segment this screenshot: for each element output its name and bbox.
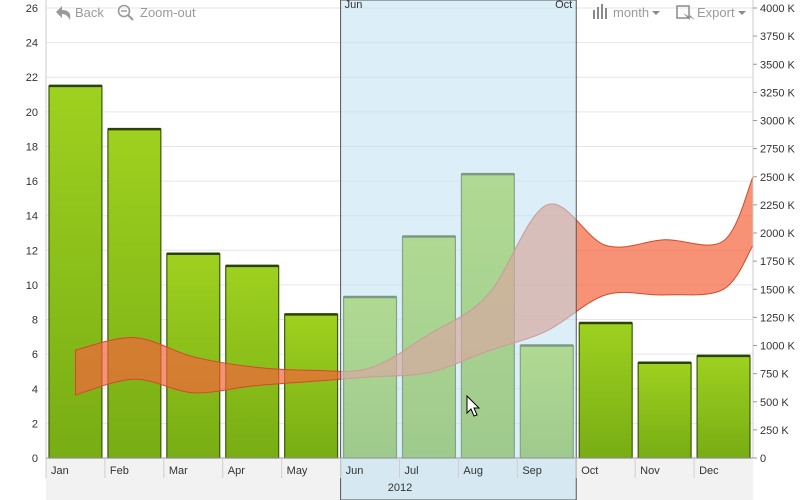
bar[interactable] xyxy=(284,313,339,459)
left-tick-label: 18 xyxy=(26,141,38,153)
export-chevron-down-icon xyxy=(738,11,746,15)
left-tick-label: 26 xyxy=(26,3,38,15)
area-range-fill[interactable] xyxy=(74,176,754,396)
zoom-out-button[interactable]: Zoom-out xyxy=(117,4,197,21)
left-tick-label: 0 xyxy=(32,453,38,465)
right-tick-label: 3250 K xyxy=(760,87,796,99)
year-label: 2012 xyxy=(388,482,412,494)
x-tick-label: Aug xyxy=(463,465,483,477)
back-arrow-icon xyxy=(56,6,71,20)
x-tick-label: Sep xyxy=(522,465,542,477)
right-tick-label: 2500 K xyxy=(760,172,796,184)
x-tick-label: Jan xyxy=(51,465,69,477)
zoom-out-icon xyxy=(117,4,134,21)
right-tick-label: 1750 K xyxy=(760,256,796,268)
left-tick-label: 16 xyxy=(26,176,38,188)
right-tick-label: 1500 K xyxy=(760,284,796,296)
x-tick-label: May xyxy=(287,465,308,477)
period-dropdown[interactable]: month xyxy=(593,4,660,20)
left-tick-label: 14 xyxy=(26,211,38,223)
x-axis: Jan Feb Mar Apr May Jun Jul Aug Sep Oct Nov Dec 2012 xyxy=(45,457,753,494)
left-tick-label: 8 xyxy=(32,315,38,327)
right-tick-label: 1000 K xyxy=(760,341,796,353)
export-dropdown[interactable]: Export xyxy=(676,5,746,20)
bar[interactable] xyxy=(48,85,103,459)
left-tick-label: 10 xyxy=(26,280,38,292)
x-tick-label: Jun xyxy=(346,465,364,477)
left-tick-label: 20 xyxy=(26,107,38,119)
right-tick-label: 500 K xyxy=(760,397,789,409)
right-tick-label: 2000 K xyxy=(760,228,796,240)
left-tick-label: 4 xyxy=(32,384,38,396)
mouse-cursor-icon xyxy=(466,394,481,417)
right-tick-label: 3500 K xyxy=(760,59,796,71)
bar[interactable] xyxy=(696,355,751,459)
left-tick-label: 24 xyxy=(26,38,38,50)
right-tick-label: 4000 K xyxy=(760,3,796,15)
export-icon xyxy=(676,5,695,20)
zoom-selection[interactable]: Jun Oct xyxy=(340,0,577,500)
right-tick-label: 3000 K xyxy=(760,116,796,128)
left-tick-label: 22 xyxy=(26,72,38,84)
bar[interactable] xyxy=(578,322,633,459)
x-tick-label: Nov xyxy=(640,465,660,477)
right-tick-label: 2750 K xyxy=(760,144,796,156)
bar[interactable] xyxy=(107,128,162,459)
back-label: Back xyxy=(75,5,104,20)
x-tick-label: Jul xyxy=(405,465,419,477)
area-range-series xyxy=(74,176,754,396)
period-label: month xyxy=(613,5,649,20)
bar[interactable] xyxy=(225,265,280,459)
x-tick-label: Oct xyxy=(581,465,598,477)
right-axis: 0 250 K 500 K 750 K 1000 K 1250 K 1500 K 1750 K… xyxy=(752,0,796,465)
right-tick-label: 3750 K xyxy=(760,31,796,43)
back-button[interactable]: Back xyxy=(56,5,104,20)
right-tick-label: 250 K xyxy=(760,425,789,437)
export-label: Export xyxy=(697,5,735,20)
zoom-out-label: Zoom-out xyxy=(140,5,196,20)
period-chevron-down-icon xyxy=(652,11,660,15)
bar-chart-icon xyxy=(593,4,607,19)
x-tick-label: Apr xyxy=(228,465,245,477)
toolbar: Back Zoom-out month Ex xyxy=(56,4,746,21)
right-tick-label: 1250 K xyxy=(760,312,796,324)
x-tick-label: Feb xyxy=(110,465,129,477)
left-tick-label: 6 xyxy=(32,349,38,361)
selection-band[interactable] xyxy=(340,0,577,500)
right-tick-label: 2250 K xyxy=(760,200,796,212)
selection-start-label: Jun xyxy=(345,0,363,11)
selection-end-label: Oct xyxy=(555,0,572,11)
right-tick-label: 0 xyxy=(760,453,766,465)
x-tick-label: Mar xyxy=(169,465,188,477)
bar[interactable] xyxy=(637,362,692,459)
x-tick-label: Dec xyxy=(699,465,719,477)
left-tick-label: 2 xyxy=(32,418,38,430)
left-tick-label: 12 xyxy=(26,245,38,257)
right-tick-label: 750 K xyxy=(760,369,789,381)
